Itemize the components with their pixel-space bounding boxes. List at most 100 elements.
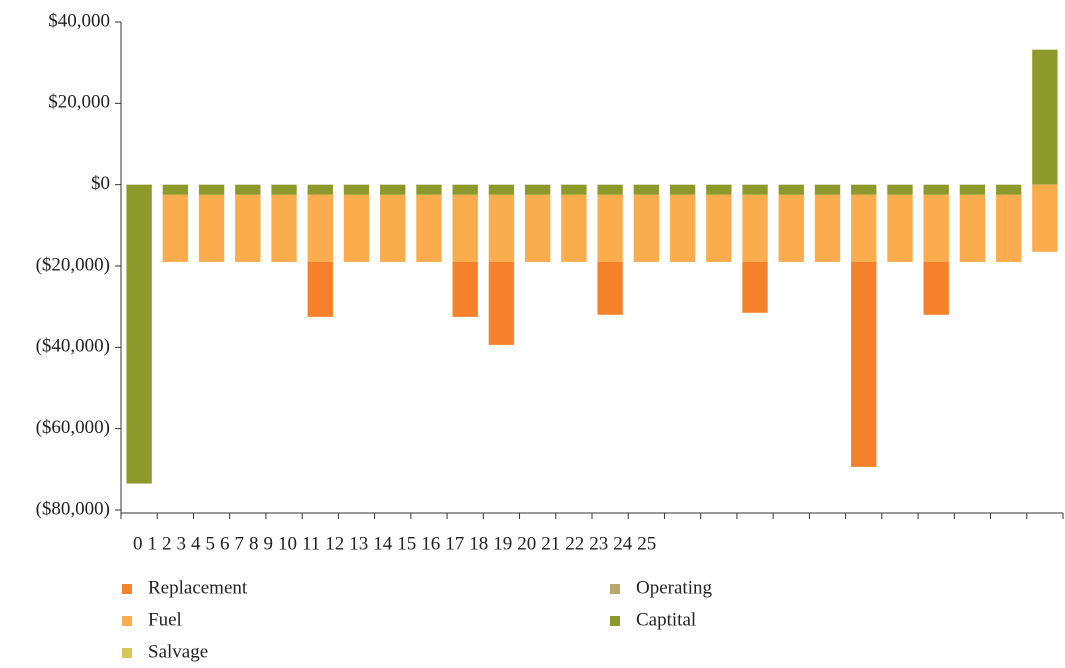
bar-segment xyxy=(488,194,515,262)
bar-segment xyxy=(995,194,1022,262)
bar-segment xyxy=(416,194,442,262)
x-tick-label: 11 xyxy=(302,533,320,554)
y-tick-label: ($80,000) xyxy=(36,498,110,519)
x-tick-label: 0 xyxy=(133,533,143,554)
bar-segment xyxy=(271,184,297,195)
bar-segment xyxy=(343,194,370,262)
bar-segment xyxy=(706,184,732,195)
y-tick-label: $0 xyxy=(91,173,110,194)
x-tick-label: 8 xyxy=(249,533,259,554)
bar-segment xyxy=(814,194,841,262)
bar-segment xyxy=(887,194,913,262)
bar-segment xyxy=(126,184,152,484)
bar-segment xyxy=(923,261,949,315)
bar-segment xyxy=(380,194,406,262)
bar-segment xyxy=(416,184,442,195)
bar-segment xyxy=(235,194,261,262)
x-tick-label: 3 xyxy=(177,533,187,554)
x-tick-label: 25 xyxy=(637,533,656,554)
bar-segment xyxy=(597,184,623,195)
bar-segment xyxy=(307,184,333,195)
bar-segment xyxy=(959,184,986,195)
bar-segment xyxy=(814,184,841,195)
bar-segment xyxy=(923,194,949,262)
x-tick-label: 2 xyxy=(162,533,172,554)
bar-segment xyxy=(742,194,768,262)
bar-segment xyxy=(343,184,370,195)
x-tick-label: 14 xyxy=(373,533,393,554)
bar-segment xyxy=(235,184,261,195)
bar-segment xyxy=(851,194,877,262)
legend-swatch xyxy=(122,584,132,594)
legend-swatch xyxy=(610,616,620,626)
bar-segment xyxy=(452,194,478,262)
bar-segment xyxy=(488,261,515,345)
bar-segment xyxy=(923,184,949,195)
x-tick-label: 19 xyxy=(493,533,512,554)
bar-segment xyxy=(307,261,333,317)
y-tick-label: $20,000 xyxy=(48,92,110,113)
bar-segment xyxy=(706,194,732,262)
bar-segment xyxy=(452,261,478,317)
bar-segment xyxy=(524,194,551,262)
bar-segment xyxy=(887,184,913,195)
bar-segment xyxy=(380,184,406,195)
x-tick-label: 18 xyxy=(469,533,488,554)
x-tick-label: 20 xyxy=(517,533,536,554)
bar-segment xyxy=(597,194,623,262)
y-tick-label: ($20,000) xyxy=(36,254,110,275)
x-tick-label: 6 xyxy=(220,533,230,554)
bar-segment xyxy=(1032,184,1058,252)
legend-label: Fuel xyxy=(148,609,182,630)
x-tick-label: 16 xyxy=(421,533,440,554)
x-tick-label: 4 xyxy=(191,533,201,554)
x-tick-label: 17 xyxy=(445,533,464,554)
legend-swatch xyxy=(122,648,132,658)
legend-label: Captital xyxy=(636,609,696,630)
bar-segment xyxy=(959,194,986,262)
bar-segment xyxy=(561,184,587,195)
bar-segment xyxy=(995,184,1022,195)
x-tick-label: 9 xyxy=(264,533,274,554)
bar-segment xyxy=(198,184,225,195)
bar-segment xyxy=(1032,49,1058,185)
bar-segment xyxy=(778,184,804,195)
bar-segment xyxy=(633,184,660,195)
legend-label: Salvage xyxy=(148,641,208,662)
bar-segment xyxy=(669,194,696,262)
y-tick-label: ($60,000) xyxy=(36,417,110,438)
y-tick-label: $40,000 xyxy=(48,10,110,31)
x-tick-label: 22 xyxy=(565,533,584,554)
bar-segment xyxy=(597,261,623,315)
legend-label: Operating xyxy=(636,577,712,598)
x-tick-label: 10 xyxy=(278,533,297,554)
bar-segment xyxy=(162,194,189,262)
x-tick-label: 1 xyxy=(148,533,158,554)
bar-segment xyxy=(162,184,189,195)
x-tick-label: 13 xyxy=(349,533,368,554)
x-tick-label: 7 xyxy=(235,533,245,554)
x-tick-label: 12 xyxy=(325,533,344,554)
legend-label: Replacement xyxy=(148,577,248,598)
bar-segment xyxy=(778,194,804,262)
legend-swatch xyxy=(122,616,132,626)
x-tick-label: 24 xyxy=(613,533,633,554)
bar-segment xyxy=(452,184,478,195)
bar-segment xyxy=(669,184,696,195)
x-tick-label: 23 xyxy=(589,533,608,554)
bar-segment xyxy=(742,261,768,313)
bar-segment xyxy=(633,194,660,262)
x-tick-label: 21 xyxy=(541,533,560,554)
bar-segment xyxy=(198,194,225,262)
bar-segment xyxy=(561,194,587,262)
bar-segment xyxy=(271,194,297,262)
legend-swatch xyxy=(610,584,620,594)
bar-segment xyxy=(742,184,768,195)
x-tick-label: 5 xyxy=(206,533,216,554)
bar-segment xyxy=(307,194,333,262)
bar-segment xyxy=(851,184,877,195)
bar-segment xyxy=(851,261,877,467)
bar-segment xyxy=(524,184,551,195)
y-tick-label: ($40,000) xyxy=(36,336,110,357)
